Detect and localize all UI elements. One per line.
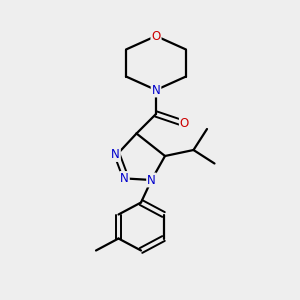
Text: O: O bbox=[152, 29, 160, 43]
Text: N: N bbox=[120, 172, 129, 185]
Text: N: N bbox=[152, 83, 160, 97]
Text: N: N bbox=[147, 173, 156, 187]
Text: O: O bbox=[180, 117, 189, 130]
Text: N: N bbox=[111, 148, 120, 161]
